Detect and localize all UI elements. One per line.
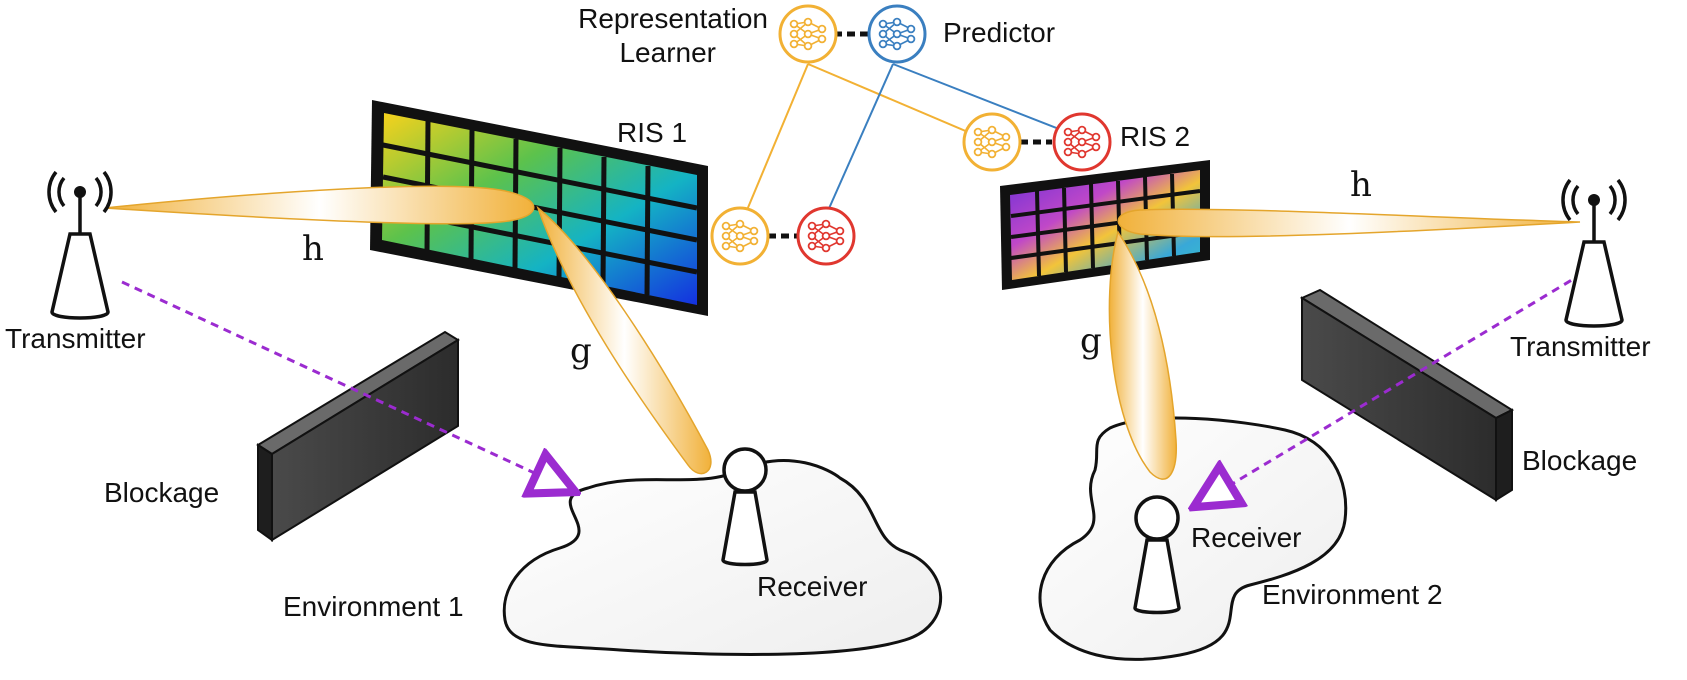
predictor-icon xyxy=(867,4,927,64)
beam-h-right xyxy=(1117,208,1581,238)
label-blockage-right: Blockage xyxy=(1522,445,1637,476)
blocked-path-right xyxy=(1212,264,1596,496)
receiver-icon xyxy=(721,447,769,567)
label-g-right: g xyxy=(1080,321,1102,361)
antenna-tower-icon xyxy=(47,170,113,320)
label-environment-1: Environment 1 xyxy=(283,591,464,622)
label-transmitter-left: Transmitter xyxy=(5,323,146,354)
label-ris-2: RIS 2 xyxy=(1120,121,1190,152)
label-predictor: Predictor xyxy=(943,17,1055,48)
label-receiver-right: Receiver xyxy=(1191,522,1301,553)
representation-learner-icon xyxy=(778,4,838,64)
label-blockage-left: Blockage xyxy=(104,477,219,508)
label-transmitter-right: Transmitter xyxy=(1510,331,1651,362)
beam-g-right xyxy=(1108,230,1177,480)
label-receiver-left: Receiver xyxy=(757,571,867,602)
beam-g-left xyxy=(536,205,712,475)
ris1-learner-icon xyxy=(710,206,770,266)
label-ris-1: RIS 1 xyxy=(617,117,687,148)
beam-h-left xyxy=(104,185,535,225)
label-g-left: g xyxy=(570,331,592,371)
ris2-predictor-icon xyxy=(1052,112,1112,172)
ris1-predictor-icon xyxy=(796,206,856,266)
blockage-left xyxy=(256,330,460,542)
label-h-left: h xyxy=(302,229,324,269)
label-learner: Learner xyxy=(619,37,716,68)
environment-2-area xyxy=(1038,416,1348,661)
ris2-learner-icon xyxy=(962,112,1022,172)
label-h-right: h xyxy=(1350,165,1372,205)
network-connections xyxy=(741,31,1083,239)
receiver-icon xyxy=(1133,495,1181,615)
blocked-path-left xyxy=(121,280,556,483)
antenna-tower-icon xyxy=(1561,178,1627,328)
blockage-right xyxy=(1299,288,1515,502)
label-representation: Representation xyxy=(578,3,768,34)
label-environment-2: Environment 2 xyxy=(1262,579,1443,610)
